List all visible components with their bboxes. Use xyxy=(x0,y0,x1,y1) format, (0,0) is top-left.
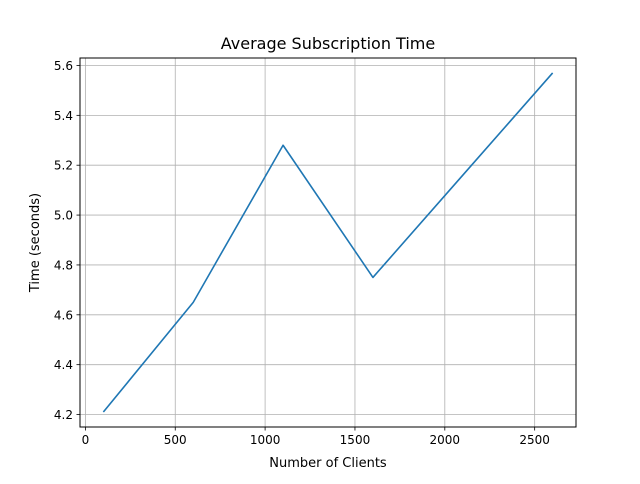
y-tick-label: 4.6 xyxy=(54,308,73,322)
series-line xyxy=(102,72,554,413)
y-tick-label: 4.2 xyxy=(54,408,73,422)
y-tick-label: 5.0 xyxy=(54,209,73,223)
series-layer xyxy=(102,72,554,413)
chart-title: Average Subscription Time xyxy=(221,34,435,53)
grid-lines xyxy=(80,58,576,427)
y-tick-label: 5.4 xyxy=(54,109,73,123)
y-axis-label: Time (seconds) xyxy=(28,193,43,293)
y-tick-label: 4.4 xyxy=(54,358,73,372)
x-tick-label: 0 xyxy=(82,433,90,447)
axis-ticks: 0 500 1000 1500 2000 2500 4.2 4.4 4.6 4.8 5.0 5.2 5.… xyxy=(54,59,550,447)
x-tick-label: 2500 xyxy=(519,433,550,447)
y-tick-label: 5.6 xyxy=(54,59,73,73)
x-tick-label: 500 xyxy=(164,433,187,447)
x-axis-label: Number of Clients xyxy=(269,456,387,471)
plot-frame xyxy=(79,57,577,428)
x-tick-label: 1500 xyxy=(340,433,371,447)
y-tick-label: 5.2 xyxy=(54,159,73,173)
x-tick-label: 2000 xyxy=(430,433,461,447)
y-tick-label: 4.8 xyxy=(54,258,73,272)
x-tick-label: 1000 xyxy=(250,433,281,447)
